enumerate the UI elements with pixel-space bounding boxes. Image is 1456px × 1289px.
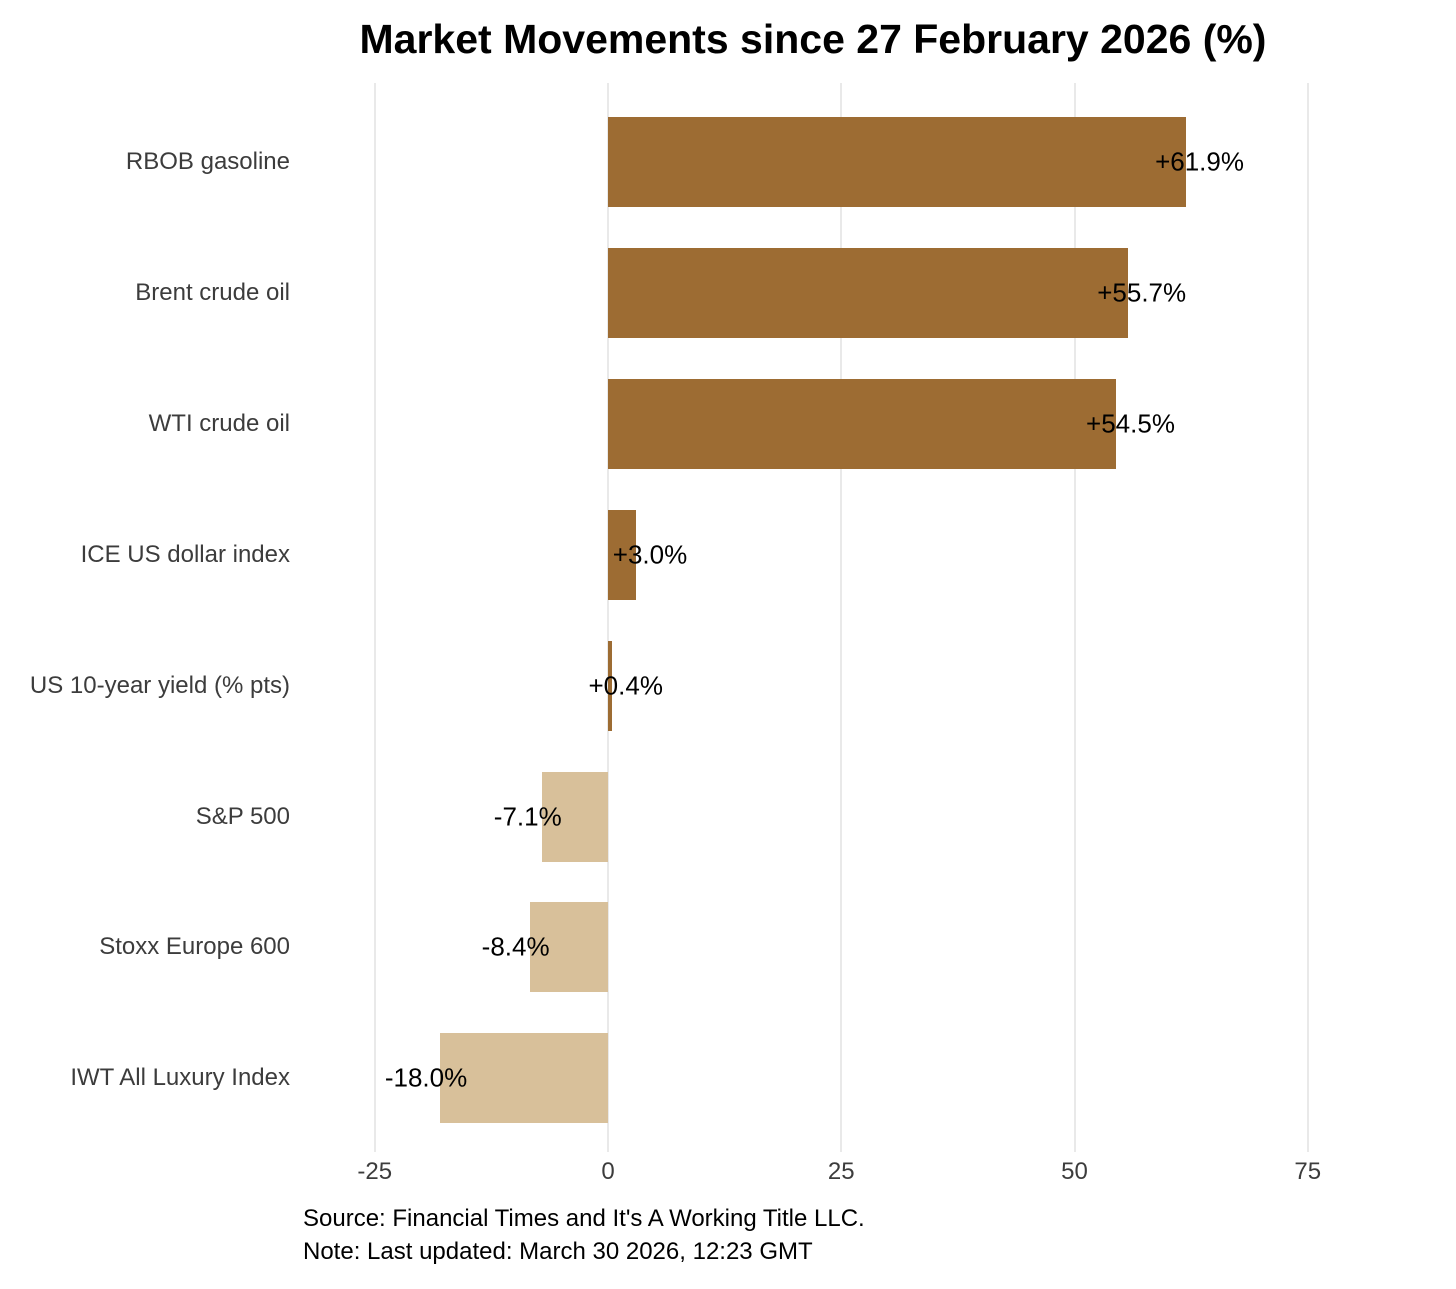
x-tick-label: 50	[1061, 1158, 1088, 1185]
bar	[608, 247, 1128, 338]
bar	[440, 1033, 608, 1124]
bar	[608, 509, 636, 600]
x-tick-label: 25	[827, 1158, 855, 1185]
chart-caption: Source: Financial Times and It's A Worki…	[303, 1202, 865, 1268]
value-label: -7.1%	[493, 801, 562, 831]
x-gridline	[373, 83, 376, 1152]
category-label: Stoxx Europe 600	[99, 933, 290, 961]
x-gridline	[1306, 83, 1309, 1152]
value-label: +55.7%	[1097, 277, 1187, 308]
bar	[608, 378, 1117, 469]
bar	[541, 771, 608, 862]
bar	[529, 902, 608, 993]
note-line: Note: Last updated: March 30 2026, 12:23…	[303, 1238, 813, 1265]
category-label: WTI crude oil	[148, 409, 290, 437]
value-label: +0.4%	[588, 670, 663, 701]
value-label: +3.0%	[612, 539, 688, 570]
x-tick-label: 0	[601, 1158, 615, 1185]
x-gridline	[1073, 83, 1076, 1152]
bar	[608, 640, 612, 731]
value-label: +61.9%	[1155, 146, 1244, 177]
category-label: RBOB gasoline	[125, 148, 290, 175]
x-gridline	[840, 83, 843, 1152]
x-tick-label: -25	[357, 1158, 393, 1185]
value-label: +54.5%	[1086, 408, 1175, 439]
category-label: Brent crude oil	[135, 278, 290, 306]
value-label: -8.4%	[481, 931, 550, 962]
x-gridline	[607, 83, 609, 1152]
category-label: US 10-year yield (% pts)	[29, 671, 290, 699]
chart-title: Market Movements since 27 February 2026 …	[359, 16, 1267, 62]
category-label: S&P 500	[195, 802, 290, 830]
category-label: IWT All Luxury Index	[70, 1064, 290, 1092]
x-tick-label: 75	[1294, 1158, 1322, 1185]
bar	[608, 117, 1186, 207]
value-label: -18.0%	[384, 1062, 468, 1093]
source-line: Source: Financial Times and It's A Worki…	[303, 1205, 865, 1232]
category-label: ICE US dollar index	[80, 540, 290, 568]
